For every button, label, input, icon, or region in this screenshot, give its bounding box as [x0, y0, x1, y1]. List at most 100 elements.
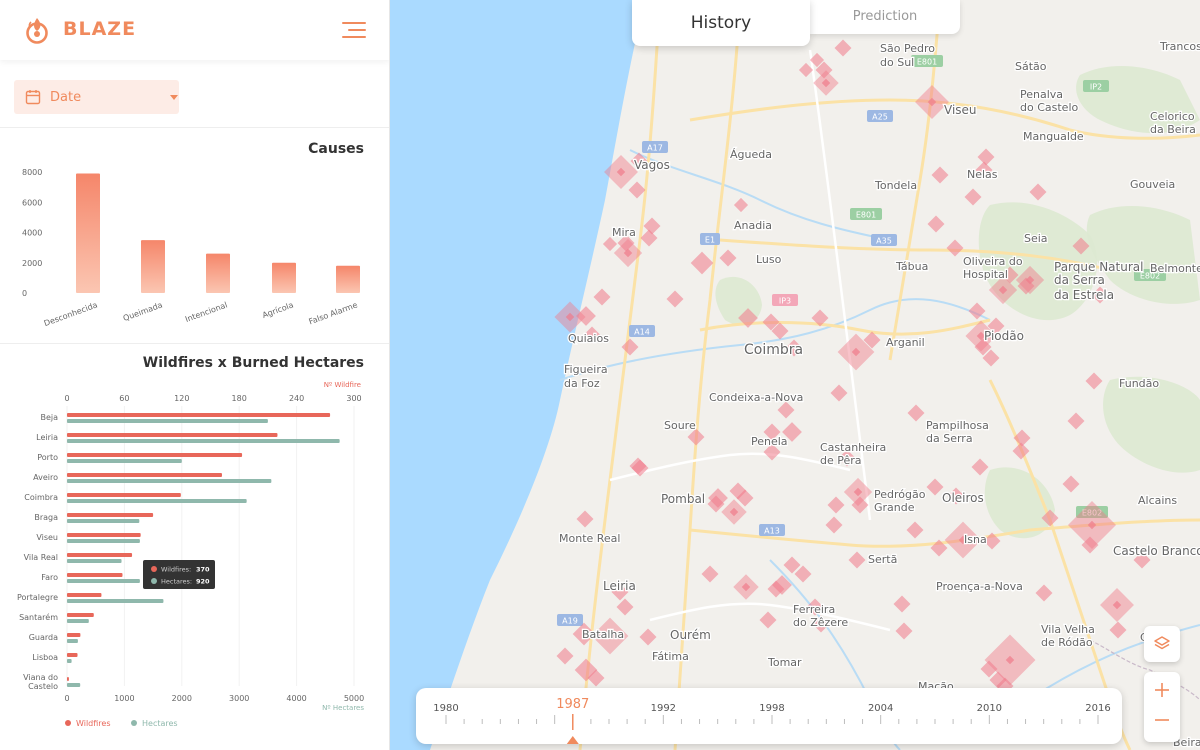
fire-marker-outer — [968, 302, 986, 320]
fire-marker — [968, 302, 986, 320]
fire-marker — [617, 234, 635, 252]
fire-map[interactable]: A17 A25 E801 IP2 E1 A35 E801 IP3 A14 E802 E802 A13 A… — [390, 0, 1200, 750]
fire-marker — [848, 551, 866, 569]
flame-logo-icon[interactable] — [24, 16, 50, 44]
fire-marker-outer — [785, 339, 803, 357]
row-label: Guarda — [29, 633, 58, 642]
fire-marker-outer — [806, 598, 824, 616]
fire-marker — [825, 516, 843, 534]
top-axis-tick: 240 — [289, 394, 304, 403]
map-place-label: Trancoso — [1159, 40, 1200, 53]
terrain-area — [1103, 376, 1200, 473]
road-shield-label: E1 — [705, 236, 715, 245]
zoom-in-button[interactable] — [1144, 672, 1180, 707]
fire-marker-outer — [931, 166, 949, 184]
layers-button[interactable] — [1144, 626, 1180, 662]
fire-marker-outer — [971, 458, 989, 476]
fire-marker — [988, 275, 1018, 305]
fire-marker-outer — [809, 52, 825, 68]
fire-marker-core — [851, 347, 861, 357]
map-place-label: Seia — [1024, 232, 1048, 245]
fire-marker-outer — [602, 236, 618, 252]
fire-marker — [813, 70, 839, 96]
fire-marker — [837, 333, 875, 371]
timeline-year-label: 2010 — [977, 703, 1002, 714]
fire-marker-outer — [759, 611, 777, 629]
fire-marker — [763, 423, 781, 441]
fire-marker-outer — [927, 215, 945, 233]
road-shield: IP2 — [1083, 80, 1109, 92]
hectares-bar — [67, 459, 182, 463]
map-place-label: Mangualde — [1023, 130, 1084, 143]
year-timeline[interactable]: 1980 1992 1998 2004 2010 2016 1987 — [416, 688, 1122, 744]
fire-marker — [1109, 621, 1127, 639]
road-shield-bg — [772, 294, 798, 306]
fire-marker-outer — [1109, 621, 1127, 639]
hectares-bar — [67, 639, 78, 643]
hectares-bar — [67, 619, 89, 623]
tab-history[interactable]: History — [632, 0, 810, 46]
hamburger-menu-icon[interactable] — [342, 21, 366, 39]
fire-marker — [974, 338, 992, 356]
map-place-label: da Beira — [1150, 123, 1196, 136]
row-label: Braga — [34, 513, 58, 522]
fire-marker-core — [958, 535, 968, 545]
fire-marker-outer — [630, 152, 648, 170]
fire-marker-outer — [930, 539, 948, 557]
map-canvas[interactable]: A17 A25 E801 IP2 E1 A35 E801 IP3 A14 E802 E802 A13 A… — [390, 0, 1200, 750]
wildfires-bar — [67, 533, 141, 537]
bottom-axis-tick: 1000 — [114, 694, 134, 703]
wildfires-bar — [67, 677, 69, 681]
fire-marker-outer — [782, 422, 802, 442]
timeline-slider[interactable]: 1980 1992 1998 2004 2010 2016 1987 — [416, 688, 1122, 744]
hectares-bar — [67, 599, 164, 603]
divider — [0, 343, 389, 344]
date-filter-dropdown[interactable]: Date — [14, 80, 179, 114]
fire-marker-outer — [964, 188, 982, 206]
legend-dot-hectares — [131, 720, 137, 726]
fire-marker — [1035, 584, 1053, 602]
map-place-label: Fundão — [1119, 377, 1159, 390]
fire-marker-outer — [556, 647, 574, 665]
fire-marker — [851, 496, 869, 514]
map-place-label: Figueira — [564, 363, 608, 376]
fire-marker — [629, 457, 647, 475]
fire-marker — [809, 52, 825, 68]
fire-marker-outer — [830, 384, 848, 402]
hectares-bar — [67, 659, 72, 663]
bottom-axis-tick: 2000 — [172, 694, 192, 703]
cause-bar — [336, 265, 360, 293]
fire-marker — [971, 458, 989, 476]
brand-name: BLAZE — [63, 18, 137, 40]
fire-marker-outer — [593, 288, 611, 306]
fire-marker — [927, 215, 945, 233]
mode-tabs: Prediction History — [632, 0, 962, 46]
calendar-icon — [25, 90, 41, 105]
road-shield-bg — [642, 141, 668, 153]
y-tick-label: 6000 — [22, 198, 42, 207]
causes-bar-chart: 8000 6000 4000 2000 0 Desconhecida Queimada Int… — [22, 168, 360, 328]
fire-marker — [602, 236, 618, 252]
fire-marker-outer — [980, 660, 998, 678]
fire-marker — [771, 322, 789, 340]
fire-marker — [982, 349, 1000, 367]
row-label: Leiria — [36, 433, 58, 442]
road — [578, 0, 662, 750]
bottom-axis-tick: 5000 — [344, 694, 364, 703]
zoom-out-button[interactable] — [1144, 707, 1180, 742]
map-place-label: da Estrela — [1054, 288, 1114, 302]
fire-marker-core — [1112, 600, 1122, 610]
fire-marker — [763, 443, 781, 461]
map-place-label: Penela — [751, 435, 788, 448]
fire-marker — [863, 331, 881, 349]
fire-marker — [906, 521, 924, 539]
road-shield: IP3 — [772, 294, 798, 306]
road-shield: A19 — [557, 614, 583, 626]
map-place-label: São Pedro — [880, 42, 935, 55]
fire-marker — [977, 148, 995, 166]
fire-marker-outer — [987, 317, 1005, 335]
map-place-label: Parque Natural — [1054, 260, 1143, 274]
tab-prediction[interactable]: Prediction — [810, 0, 960, 34]
layers-icon — [1154, 636, 1170, 650]
wildfires-bar — [67, 473, 222, 477]
